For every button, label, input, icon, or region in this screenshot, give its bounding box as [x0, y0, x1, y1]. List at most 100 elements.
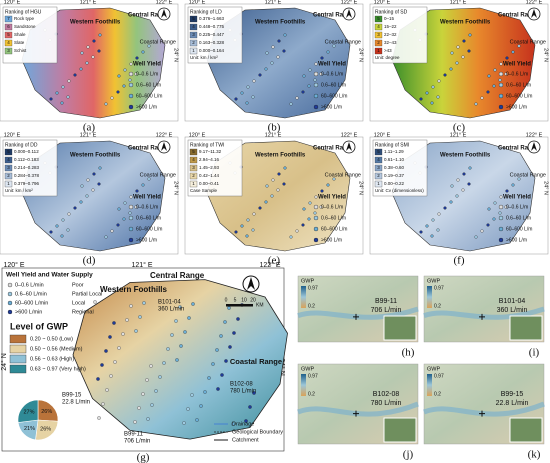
well-yield-item: 0–0.6 L/m [506, 71, 528, 77]
scale-tick-label: 0 [225, 297, 228, 303]
well-point [270, 61, 274, 65]
colorbar [301, 286, 306, 308]
longitude-label: 121° E [450, 0, 467, 5]
scale-bar [226, 304, 253, 307]
legend-swatch [4, 39, 13, 47]
well-yield-symbol [313, 82, 319, 88]
legend-rank: 5 [192, 149, 195, 154]
well-point [283, 166, 287, 170]
legend-rank: 3 [7, 48, 10, 53]
colorbar-min: 0.2 [308, 303, 315, 309]
well-yield: 706 L/min [124, 439, 150, 445]
well-point [195, 418, 199, 422]
panel-label: (k) [528, 449, 541, 461]
well-point [73, 206, 77, 210]
well-point [116, 90, 120, 94]
well-point [493, 201, 497, 205]
well-point [133, 420, 137, 424]
well-point [289, 102, 293, 106]
well-point [104, 235, 108, 239]
region-label: Central Range [498, 13, 539, 19]
region-label: Central Range [498, 146, 539, 152]
catchment-map [21, 7, 166, 119]
catchment-map [391, 7, 536, 119]
well-yield: 22.8 L/min [62, 400, 90, 406]
legend-range: Schist [14, 48, 27, 53]
well-point [314, 62, 318, 66]
well-point [505, 189, 509, 193]
well-point [511, 50, 515, 54]
well-point [80, 51, 84, 55]
well-point [246, 218, 250, 222]
well-point [283, 33, 287, 37]
legend-title: Ranking of LD [190, 9, 222, 15]
well-point [60, 101, 64, 105]
legend-range: 0.38–0.60 [384, 165, 405, 170]
well-point [302, 207, 306, 211]
panel-label: (a) [83, 122, 96, 134]
well-id: B99-11 [375, 298, 397, 305]
well-point [271, 45, 275, 49]
well-point [211, 362, 215, 366]
well-point [92, 172, 96, 176]
well-point [245, 101, 249, 105]
scale-tick-label: 20 [250, 297, 256, 303]
well-point [105, 388, 109, 392]
well-point [61, 218, 65, 222]
longitude-label: 122° E [259, 261, 280, 269]
well-yield-item: 60–600 L/m [321, 93, 347, 99]
well-point [271, 178, 275, 182]
well-point [170, 333, 174, 337]
legend-range: 32–43 [384, 40, 397, 45]
region-label: Western Foothills [70, 20, 121, 26]
colorbar-title: GWP [301, 366, 314, 372]
well-point [449, 200, 453, 204]
well-point [462, 39, 466, 43]
well-point [199, 404, 203, 408]
legend-swatch [374, 15, 383, 23]
legend-swatch [4, 47, 13, 55]
well-point [134, 72, 138, 76]
well-marker [353, 313, 359, 320]
legend-rank: 3 [192, 165, 195, 170]
well-marker [353, 410, 359, 417]
site-photo [383, 417, 417, 443]
panel-label: (e) [268, 255, 281, 267]
well-yield-item: 60–600 L/m [321, 226, 347, 232]
well-point [289, 235, 293, 239]
longitude-label: 120° E [374, 132, 391, 138]
well-point [96, 377, 100, 381]
legend-range: 0.225–0.447 [199, 32, 225, 37]
well-yield-item: 60–600 L/m [136, 226, 162, 232]
colorbar-title: GWP [427, 366, 440, 372]
well-point [450, 184, 454, 188]
well-point [129, 304, 133, 308]
north-arrow [247, 277, 255, 290]
well-point [319, 72, 323, 76]
well-point [468, 166, 472, 170]
well-point [123, 68, 127, 72]
well-point [122, 217, 126, 221]
well-point [116, 223, 120, 227]
well-point [228, 345, 232, 349]
well-point [104, 349, 108, 353]
well-point [480, 229, 484, 233]
legend-rank: 2 [377, 40, 380, 45]
legend-swatch [189, 47, 198, 55]
colorbar-title: GWP [427, 278, 440, 284]
well-point [191, 302, 195, 306]
well-id: B99-11 [124, 432, 144, 438]
legend-swatch [189, 172, 198, 180]
well-point [301, 90, 305, 94]
well-point [137, 406, 141, 410]
well-yield-item: 0.6–60 L/m [321, 82, 346, 88]
panel-label: (h) [402, 347, 415, 359]
legend-rank: 4 [7, 157, 10, 162]
well-point [419, 97, 423, 101]
region-label: Coastal Range [325, 172, 361, 178]
well-yield-item: >600 L/m [506, 104, 527, 110]
well-point [462, 172, 466, 176]
colorbar-min: 0.2 [434, 391, 441, 397]
region-label: Central Range [313, 146, 354, 152]
